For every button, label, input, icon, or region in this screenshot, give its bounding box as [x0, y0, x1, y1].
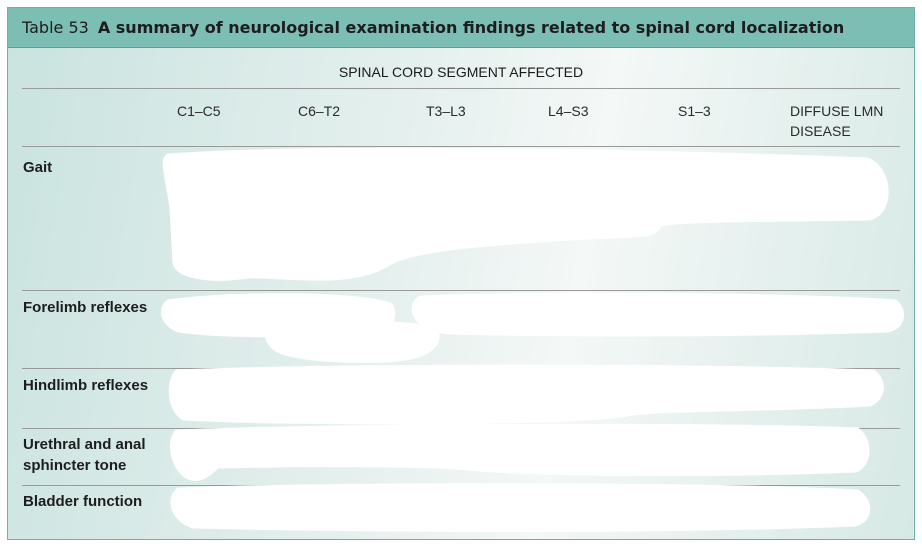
- redaction-blob: [411, 292, 904, 337]
- column-header: T3–L3: [426, 103, 466, 119]
- divider: [22, 290, 900, 291]
- column-header: C1–C5: [177, 103, 221, 119]
- column-header: C6–T2: [298, 103, 341, 119]
- column-header: S1–3: [678, 103, 711, 119]
- column-header: DIFFUSE LMN DISEASE: [790, 103, 884, 139]
- table-number: Table 53: [22, 18, 89, 37]
- row-label-hindlimb-reflexes: Hindlimb reflexes: [23, 377, 149, 394]
- column-header: L4–S3: [548, 103, 589, 119]
- row-label-gait: Gait: [23, 159, 53, 176]
- table-frame: Table 53 A summary of neurological exami…: [7, 7, 915, 540]
- row-label-forelimb-reflexes: Forelimb reflexes: [23, 299, 148, 316]
- redaction-blob: [265, 321, 440, 363]
- row-label-bladder-function: Bladder function: [23, 493, 143, 510]
- divider: [22, 146, 900, 147]
- table-title-bar: Table 53 A summary of neurological exami…: [8, 8, 914, 48]
- row-label-sphincter-tone: Urethral and anal sphincter tone: [23, 436, 146, 474]
- redaction-marks: [160, 147, 904, 532]
- redaction-blob: [171, 186, 664, 244]
- redaction-blob: [170, 483, 871, 532]
- redaction-blob: [170, 423, 870, 481]
- redaction-blob: [168, 364, 884, 425]
- divider: [22, 88, 900, 89]
- group-heading: SPINAL CORD SEGMENT AFFECTED: [338, 64, 584, 80]
- table-title: A summary of neurological examination fi…: [97, 18, 845, 37]
